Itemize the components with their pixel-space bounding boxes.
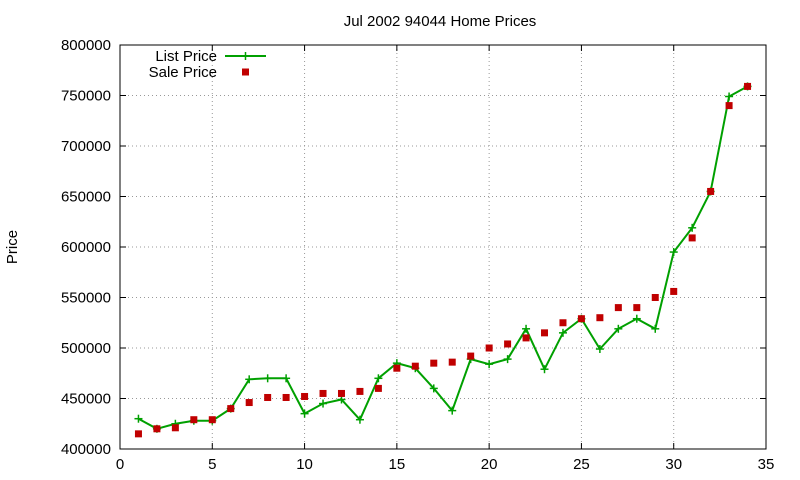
y-tick-label: 700000 xyxy=(61,138,111,155)
data-point xyxy=(430,359,438,367)
data-point xyxy=(558,328,567,337)
data-point xyxy=(282,393,290,401)
data-point xyxy=(300,409,309,418)
x-tick-label: 25 xyxy=(573,456,590,473)
y-tick-label: 500000 xyxy=(61,340,111,357)
series-sale-price xyxy=(134,82,752,438)
legend-marker xyxy=(241,52,250,60)
data-point xyxy=(190,416,198,424)
grid-lines xyxy=(120,45,766,449)
data-point xyxy=(595,345,604,354)
data-point xyxy=(374,384,382,392)
data-point xyxy=(393,364,401,372)
legend-label: Sale Price xyxy=(149,64,217,81)
data-point xyxy=(725,92,734,101)
data-point xyxy=(522,334,530,342)
data-point xyxy=(134,430,142,438)
data-point xyxy=(355,415,364,424)
tick-marks xyxy=(119,44,767,450)
data-point xyxy=(633,304,641,312)
y-tick-label: 400000 xyxy=(61,441,111,458)
data-point xyxy=(374,374,383,383)
data-point xyxy=(651,294,659,301)
data-point xyxy=(632,314,641,323)
x-tick-label: 5 xyxy=(208,456,216,473)
data-point xyxy=(429,384,438,393)
data-point xyxy=(541,329,549,337)
legend-marker xyxy=(242,68,249,76)
data-point xyxy=(467,352,475,360)
data-point xyxy=(504,340,512,348)
data-point xyxy=(485,360,494,369)
data-point xyxy=(264,393,272,401)
data-point xyxy=(448,406,457,415)
data-point xyxy=(614,324,623,333)
data-point xyxy=(301,392,309,400)
data-point xyxy=(669,248,678,257)
data-point xyxy=(614,304,622,312)
x-tick-label: 0 xyxy=(116,456,124,473)
x-tick-label: 10 xyxy=(296,456,313,473)
data-point xyxy=(356,387,364,395)
y-tick-labels: 400000 450000 500000 550000 600000 650000 7000… xyxy=(61,37,111,458)
data-point xyxy=(227,405,235,413)
x-tick-labels: 0 5 10 15 20 25 30 35 xyxy=(116,456,775,473)
data-point xyxy=(559,319,567,327)
y-tick-label: 600000 xyxy=(61,239,111,256)
y-tick-label: 750000 xyxy=(61,88,111,105)
data-point xyxy=(411,362,419,370)
data-point xyxy=(670,287,678,295)
data-point xyxy=(208,416,216,424)
y-axis-label: Price xyxy=(4,230,21,264)
y-tick-label: 800000 xyxy=(61,37,111,54)
data-point xyxy=(725,102,733,110)
data-point xyxy=(688,234,696,242)
data-point xyxy=(540,365,549,374)
x-tick-label: 20 xyxy=(481,456,498,473)
x-tick-label: 30 xyxy=(665,456,682,473)
data-point xyxy=(337,389,345,397)
legend-label: List Price xyxy=(155,48,217,65)
data-point xyxy=(319,389,327,397)
data-point xyxy=(522,324,531,333)
data-point xyxy=(503,355,512,364)
data-point xyxy=(171,424,179,432)
data-point xyxy=(245,375,254,384)
data-point xyxy=(651,324,660,333)
data-point xyxy=(596,314,604,322)
data-point xyxy=(263,374,272,383)
data-point xyxy=(319,399,328,408)
y-tick-label: 450000 xyxy=(61,391,111,408)
x-tick-label: 15 xyxy=(389,456,406,473)
y-tick-label: 550000 xyxy=(61,290,111,307)
data-point xyxy=(282,374,291,383)
data-series xyxy=(134,82,752,438)
chart-title: Jul 2002 94044 Home Prices xyxy=(344,13,537,30)
data-point xyxy=(688,223,697,232)
data-point xyxy=(134,414,143,423)
y-tick-label: 650000 xyxy=(61,189,111,206)
data-point xyxy=(153,425,161,433)
data-point xyxy=(707,187,715,195)
data-point xyxy=(744,82,752,90)
x-tick-label: 35 xyxy=(758,456,775,473)
data-point xyxy=(448,358,456,366)
data-point xyxy=(245,399,253,407)
data-point xyxy=(485,344,493,352)
series-line xyxy=(137,85,749,430)
data-point xyxy=(577,315,585,323)
